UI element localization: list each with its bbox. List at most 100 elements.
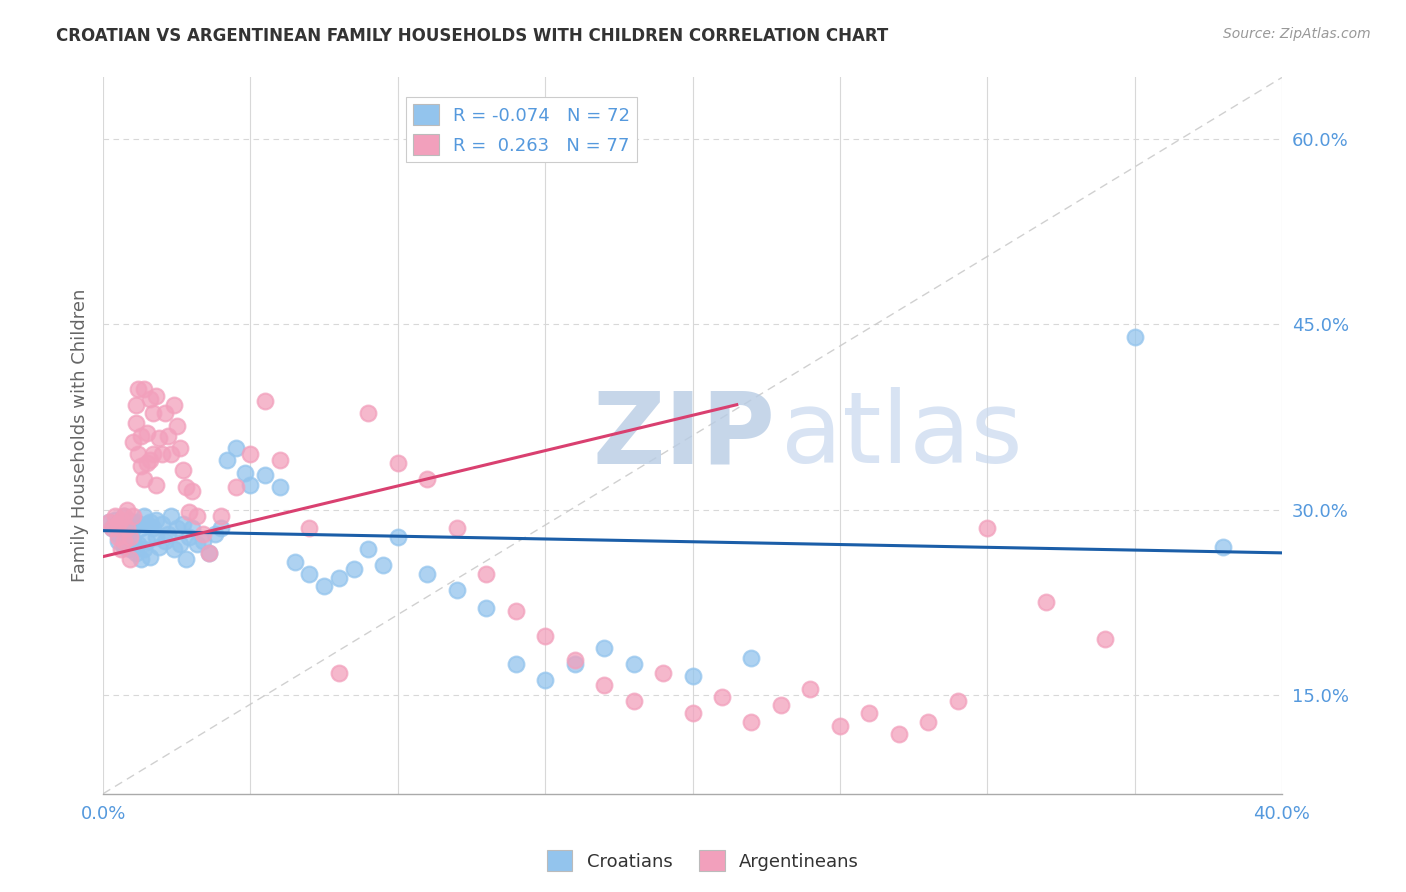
Point (177, 505, 200, 519)
Point (343, 562, 366, 576)
Point (115, 502, 138, 516)
Point (740, 650, 762, 665)
Point (225, 480, 247, 494)
Point (1212, 540, 1234, 554)
Point (387, 456, 409, 470)
Text: CROATIAN VS ARGENTINEAN FAMILY HOUSEHOLDS WITH CHILDREN CORRELATION CHART: CROATIAN VS ARGENTINEAN FAMILY HOUSEHOLD… (56, 27, 889, 45)
Point (564, 653, 586, 667)
Point (1123, 330, 1146, 344)
Point (357, 406, 380, 420)
Point (186, 537, 208, 551)
Point (98, 515, 121, 529)
Point (101, 521, 124, 535)
Point (682, 706, 704, 721)
Point (593, 640, 616, 655)
Point (172, 517, 194, 532)
Point (128, 517, 150, 532)
Point (156, 527, 179, 541)
Point (174, 552, 197, 566)
Point (371, 558, 394, 573)
Point (112, 508, 135, 523)
Point (254, 468, 277, 483)
Point (163, 398, 186, 412)
Point (166, 418, 188, 433)
Text: atlas: atlas (780, 387, 1022, 484)
Point (112, 508, 135, 523)
Point (328, 665, 350, 680)
Point (112, 540, 135, 554)
Point (124, 416, 146, 430)
Legend: Croatians, Argentineans: Croatians, Argentineans (540, 843, 866, 879)
Point (150, 447, 173, 461)
Point (209, 521, 232, 535)
Point (740, 714, 762, 729)
Point (769, 698, 792, 712)
Point (145, 530, 167, 544)
Point (298, 521, 321, 535)
Point (239, 478, 262, 492)
Point (1094, 632, 1116, 647)
Point (153, 406, 176, 420)
Point (357, 542, 380, 557)
Point (225, 441, 247, 455)
Point (387, 530, 409, 544)
Point (118, 542, 141, 557)
Point (254, 394, 277, 409)
Point (204, 527, 226, 541)
Point (169, 537, 191, 551)
Point (148, 540, 170, 554)
Point (193, 527, 215, 541)
Point (298, 566, 321, 581)
Point (121, 533, 143, 548)
Text: Source: ZipAtlas.com: Source: ZipAtlas.com (1223, 27, 1371, 41)
Point (446, 521, 468, 535)
Point (858, 706, 880, 721)
Point (314, 579, 336, 593)
Point (163, 542, 186, 557)
Point (269, 480, 291, 494)
Point (682, 669, 704, 683)
Point (160, 447, 183, 461)
Point (107, 533, 129, 548)
Point (128, 537, 150, 551)
Point (98, 515, 121, 529)
Point (564, 657, 586, 671)
Point (136, 533, 159, 548)
Point (139, 453, 162, 467)
Point (136, 426, 159, 441)
Point (142, 447, 165, 461)
Point (416, 566, 439, 581)
Point (101, 521, 124, 535)
Point (198, 546, 221, 560)
Point (145, 389, 167, 403)
Point (131, 428, 153, 442)
Point (711, 690, 734, 705)
Point (121, 434, 143, 449)
Point (134, 472, 156, 486)
Point (145, 478, 167, 492)
Point (239, 447, 262, 461)
Point (145, 512, 167, 526)
Point (150, 517, 173, 532)
Point (416, 472, 439, 486)
Point (1035, 595, 1057, 609)
Point (166, 521, 188, 535)
Point (153, 533, 176, 548)
Point (946, 694, 969, 708)
Point (112, 533, 135, 548)
Point (139, 549, 162, 564)
Point (177, 530, 200, 544)
Point (136, 517, 159, 532)
Point (118, 552, 141, 566)
Point (209, 508, 232, 523)
Point (160, 508, 183, 523)
Point (107, 530, 129, 544)
Point (215, 453, 238, 467)
Y-axis label: Family Households with Children: Family Households with Children (72, 289, 89, 582)
Point (142, 406, 165, 420)
Point (118, 514, 141, 528)
Point (328, 570, 350, 584)
Point (124, 398, 146, 412)
Point (121, 521, 143, 535)
Point (121, 508, 143, 523)
